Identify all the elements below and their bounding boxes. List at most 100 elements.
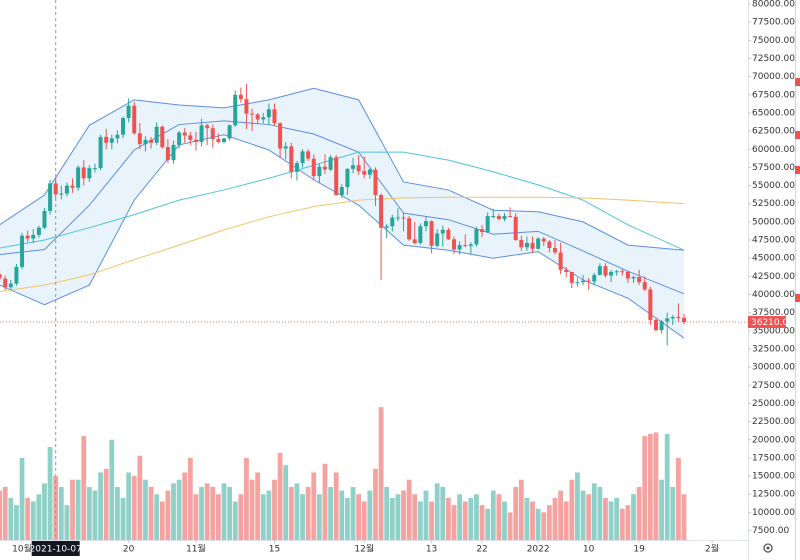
y-tick-label: 50000.00 bbox=[752, 217, 795, 227]
candle-body bbox=[429, 221, 434, 246]
candle bbox=[547, 240, 552, 253]
candle bbox=[597, 263, 602, 276]
candle-body bbox=[143, 139, 148, 145]
candle-body bbox=[452, 239, 457, 250]
candle bbox=[199, 118, 204, 147]
y-tick-label: 67500.00 bbox=[752, 90, 795, 100]
candle-body bbox=[552, 248, 557, 253]
candle-body bbox=[642, 282, 647, 290]
candle bbox=[502, 213, 507, 222]
candle-body bbox=[227, 125, 232, 139]
candle bbox=[278, 122, 283, 158]
candle bbox=[412, 221, 417, 245]
candle bbox=[480, 224, 485, 238]
volume-bar bbox=[244, 457, 249, 540]
volume-bar bbox=[552, 497, 558, 540]
candle-body bbox=[188, 135, 193, 140]
y-tick-label: 70000.00 bbox=[752, 72, 795, 82]
candle bbox=[435, 229, 440, 248]
candle bbox=[294, 160, 299, 181]
volume-bar bbox=[412, 494, 418, 540]
candle-body bbox=[351, 165, 356, 169]
candle bbox=[463, 234, 468, 248]
candle bbox=[53, 177, 58, 199]
volume-bar bbox=[272, 479, 277, 540]
candle bbox=[339, 184, 344, 198]
gear[interactable] bbox=[763, 543, 773, 553]
candle-body bbox=[569, 271, 574, 283]
candle bbox=[317, 163, 322, 183]
candle bbox=[87, 165, 92, 182]
volume-bar bbox=[479, 505, 485, 540]
candle-body bbox=[121, 118, 126, 135]
candle-body bbox=[508, 216, 513, 218]
y-tick-label: 32500.00 bbox=[752, 344, 795, 354]
indicator-line bbox=[0, 87, 685, 251]
candle-body bbox=[485, 216, 490, 233]
candle-body bbox=[457, 245, 462, 250]
candle bbox=[351, 157, 356, 174]
candle-body bbox=[665, 318, 670, 322]
candle bbox=[31, 229, 36, 243]
candle bbox=[508, 207, 513, 218]
volume-bar bbox=[70, 479, 75, 540]
candle-body bbox=[59, 193, 64, 195]
y-tick-label: 15000.00 bbox=[752, 472, 795, 482]
candle-body bbox=[423, 221, 428, 227]
candle bbox=[171, 140, 176, 164]
y-tick-label: 47500.00 bbox=[752, 236, 795, 246]
y-tick-label: 80000.00 bbox=[752, 0, 795, 9]
candle-body bbox=[603, 266, 608, 276]
candle bbox=[485, 212, 490, 233]
candle bbox=[418, 223, 423, 245]
side-marker[interactable] bbox=[795, 131, 800, 139]
volume-bar bbox=[608, 501, 614, 540]
indicator-line bbox=[0, 196, 685, 293]
candle-body bbox=[412, 239, 417, 243]
candle-body bbox=[115, 134, 120, 139]
volume-bar bbox=[176, 479, 182, 540]
volume-bar bbox=[591, 483, 597, 540]
candle-body bbox=[367, 169, 372, 175]
volume-bar bbox=[631, 494, 636, 540]
candle-body bbox=[547, 241, 552, 249]
candle bbox=[474, 226, 479, 247]
candle-body bbox=[171, 144, 176, 161]
candle-body bbox=[575, 282, 580, 284]
side-marker[interactable] bbox=[795, 166, 800, 174]
candle bbox=[25, 230, 30, 243]
volume-bar bbox=[507, 512, 513, 540]
candle-body bbox=[81, 167, 86, 179]
plot-area bbox=[0, 0, 748, 540]
volume-bar bbox=[636, 486, 642, 540]
candle bbox=[362, 156, 367, 179]
candle bbox=[216, 133, 221, 144]
side-marker[interactable] bbox=[795, 294, 800, 302]
volume-bar bbox=[47, 447, 53, 540]
candle-body bbox=[395, 217, 400, 219]
y-tick-label: 42500.00 bbox=[752, 272, 795, 282]
candle-body bbox=[278, 123, 283, 149]
gear-center[interactable] bbox=[766, 546, 770, 550]
volume-bar bbox=[434, 483, 440, 540]
candle-body bbox=[0, 274, 2, 279]
volume-bar bbox=[238, 494, 244, 540]
candle-body bbox=[289, 146, 294, 172]
volume-bar bbox=[614, 497, 620, 540]
settings-icon[interactable] bbox=[763, 543, 773, 553]
volume-bar bbox=[597, 486, 603, 540]
candle-body bbox=[682, 317, 687, 323]
y-tick-label: 65000.00 bbox=[752, 108, 795, 118]
candle-body bbox=[272, 109, 277, 124]
candle-body bbox=[294, 163, 299, 172]
x-tick-label: 20 bbox=[123, 545, 135, 555]
volume-bar bbox=[535, 508, 541, 540]
volume-bar bbox=[524, 497, 530, 540]
candle bbox=[676, 303, 681, 322]
candle-body bbox=[379, 195, 384, 228]
candle bbox=[401, 213, 406, 232]
candle-body bbox=[76, 167, 81, 188]
side-marker[interactable] bbox=[795, 78, 800, 86]
candle-body bbox=[474, 229, 479, 245]
